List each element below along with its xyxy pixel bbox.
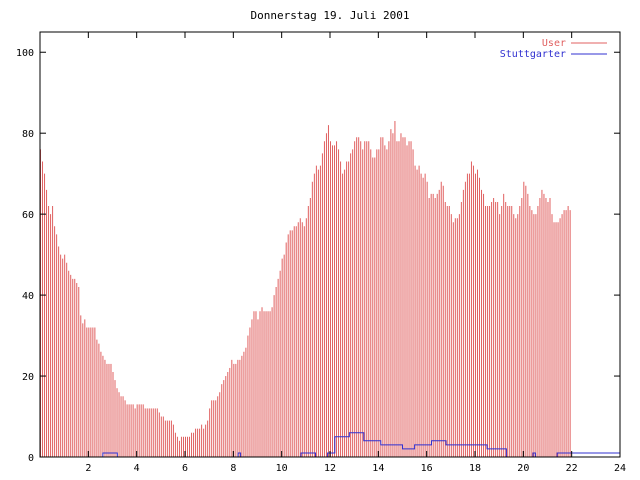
x-tick-label: 24	[614, 463, 626, 474]
legend-entry-user: User	[542, 38, 566, 49]
x-tick-label: 22	[566, 463, 578, 474]
x-tick-label: 4	[134, 463, 140, 474]
x-tick-label: 12	[324, 463, 336, 474]
user-impulse-series	[40, 121, 571, 457]
x-tick-label: 6	[182, 463, 188, 474]
y-axis-ticks: 0 20 40 60 80 100	[16, 48, 620, 464]
chart-title: Donnerstag 19. Juli 2001	[251, 9, 410, 22]
y-tick-label: 100	[16, 48, 34, 59]
x-tick-label: 20	[517, 463, 529, 474]
legend: User Stuttgarter	[500, 38, 607, 60]
x-tick-label: 2	[85, 463, 91, 474]
x-tick-label: 16	[421, 463, 433, 474]
y-tick-label: 40	[22, 291, 34, 302]
x-tick-label: 14	[372, 463, 384, 474]
x-tick-label: 10	[276, 463, 288, 474]
x-tick-label: 18	[469, 463, 481, 474]
y-tick-label: 0	[28, 453, 34, 464]
y-tick-label: 60	[22, 210, 34, 221]
y-tick-label: 80	[22, 129, 34, 140]
y-tick-label: 20	[22, 372, 34, 383]
x-tick-label: 8	[230, 463, 236, 474]
legend-entry-stuttgarter: Stuttgarter	[500, 49, 566, 60]
x-axis-ticks: 2 4 6 8 10 12 14 16 18 20 22 24	[85, 32, 626, 474]
